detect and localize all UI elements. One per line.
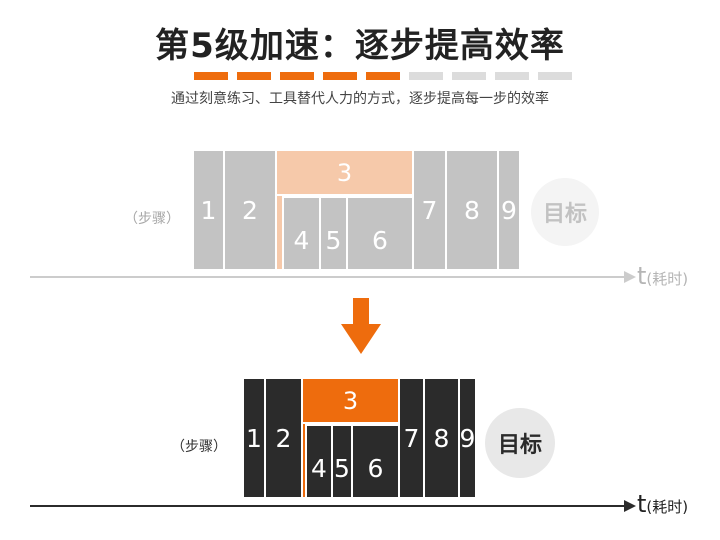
level-progress-bar [0,72,720,80]
progress-segment-filled [323,72,357,80]
step-block-7: 7 [413,150,446,270]
axis-arrow-icon [624,271,636,283]
step-block-1: 1 [243,378,265,498]
step-block-5: 5 [320,197,347,270]
progress-segment-empty [495,72,529,80]
progress-segment-filled [237,72,271,80]
axis-label: t(耗时) [637,262,688,290]
arrow-down-icon [341,298,381,354]
step-block-2: 2 [224,150,276,270]
step-block-6: 6 [347,197,413,270]
page-title: 第5级加速：逐步提高效率 [155,26,565,66]
goal-circle: 目标 [485,408,555,478]
progress-segment-empty [538,72,572,80]
step-block-2: 2 [265,378,302,498]
progress-segment-filled [366,72,400,80]
step-3-connector [276,195,283,270]
axis-unit-label: (耗时) [646,270,689,288]
progress-segment-empty [452,72,486,80]
step-block-6: 6 [352,425,399,498]
step-block-4: 4 [283,197,320,270]
axis-unit-label: (耗时) [646,498,689,516]
page-subtitle: 通过刻意练习、工具替代人力的方式，逐步提高每一步的效率 [171,91,549,107]
step-block-9: 9 [498,150,520,270]
step-block-8: 8 [446,150,498,270]
axis-label: t(耗时) [637,490,688,518]
step-block-3: 3 [276,150,413,195]
step-3-connector [302,423,306,498]
step-block-5: 5 [332,425,352,498]
time-axis [30,276,630,278]
axis-t-label: t [637,490,647,518]
progress-segment-filled [194,72,228,80]
steps-label: （步骤） [124,211,180,227]
step-block-7: 7 [399,378,424,498]
time-axis [30,505,630,507]
step-block-3: 3 [302,378,399,423]
axis-t-label: t [637,262,647,290]
progress-segment-filled [280,72,314,80]
step-block-1: 1 [193,150,224,270]
step-block-8: 8 [424,378,459,498]
progress-segment-empty [409,72,443,80]
goal-circle: 目标 [531,178,599,246]
step-block-4: 4 [306,425,332,498]
steps-label: （步骤） [171,439,227,455]
step-block-9: 9 [459,378,476,498]
axis-arrow-icon [624,500,636,512]
